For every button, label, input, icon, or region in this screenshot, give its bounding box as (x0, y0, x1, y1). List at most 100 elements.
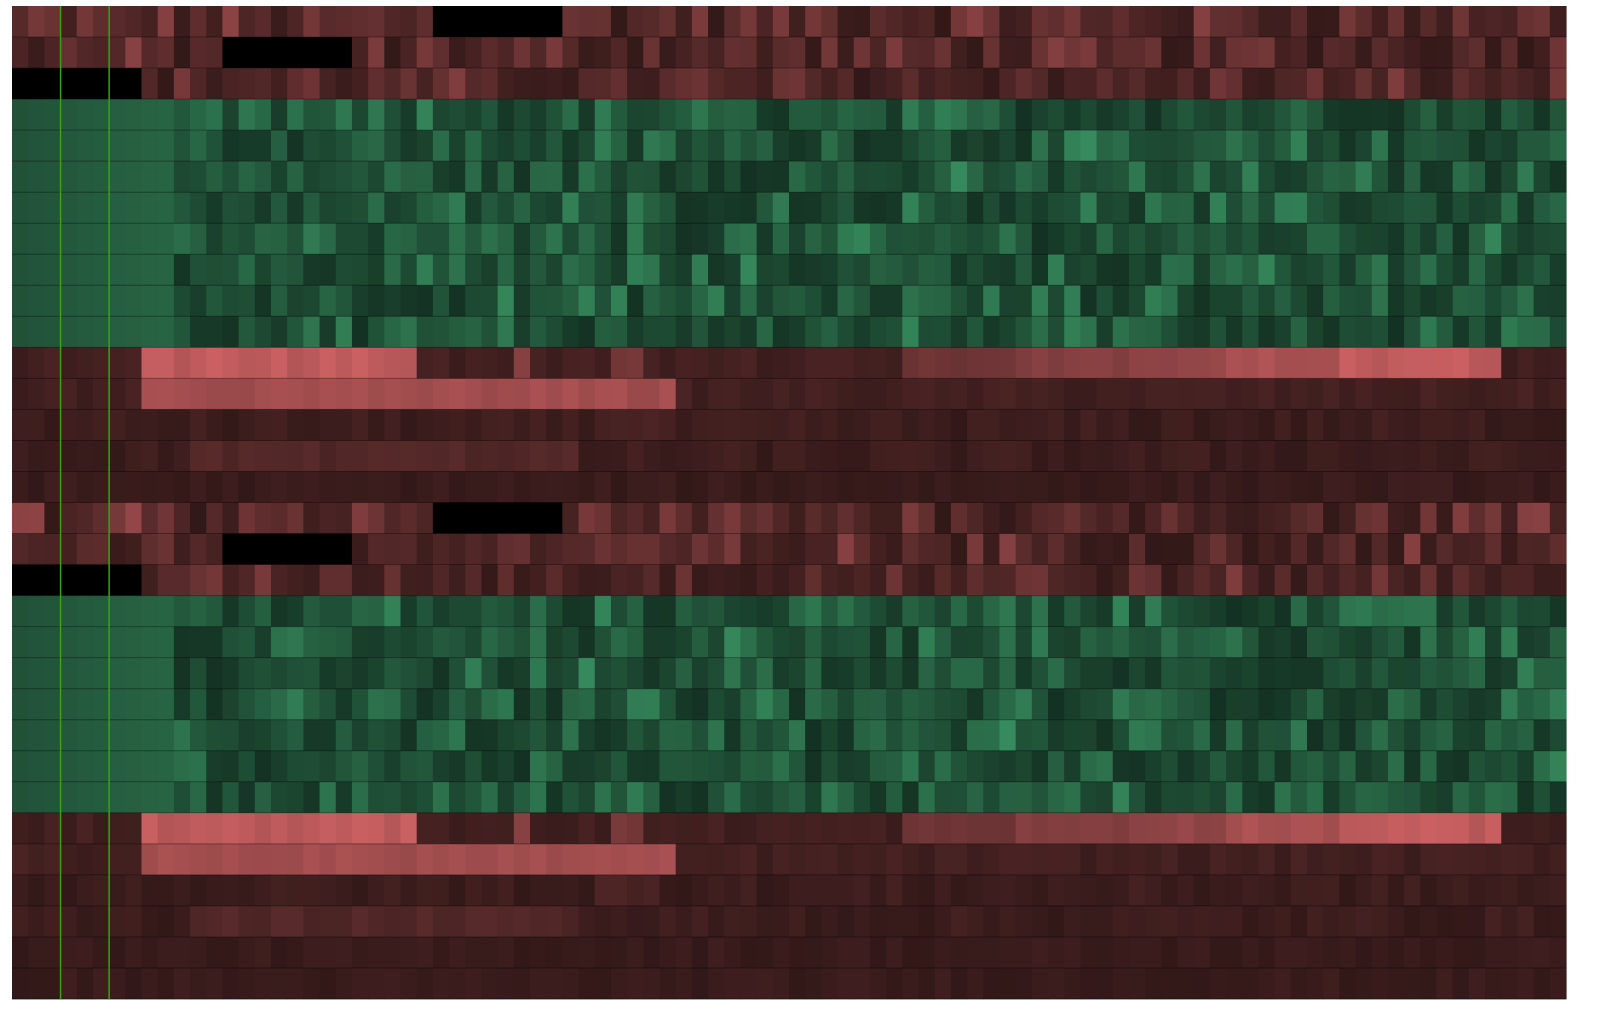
heatmap-cell (481, 781, 499, 814)
heatmap-cell (1031, 781, 1049, 814)
heatmap-cell (1242, 316, 1260, 348)
heatmap-cell (287, 99, 304, 131)
heatmap-cell (238, 378, 256, 410)
heatmap-cell (60, 68, 78, 100)
heatmap-cell (691, 378, 709, 410)
heatmap-cell (1501, 440, 1519, 472)
heatmap-cell (1161, 657, 1179, 689)
heatmap-cell (1226, 502, 1243, 534)
heatmap-cell (1517, 657, 1535, 689)
heatmap-cell (1274, 781, 1292, 814)
heatmap-cell (1387, 626, 1405, 658)
heatmap-cell (1307, 905, 1324, 938)
heatmap-cell (141, 409, 159, 441)
heatmap-cell (1274, 440, 1292, 472)
heatmap-cell (513, 533, 531, 565)
heatmap-cell (109, 192, 126, 224)
heatmap-cell (1452, 533, 1470, 565)
heatmap-cell (546, 440, 563, 472)
heatmap-cell (1226, 781, 1243, 814)
heatmap-cell (222, 843, 240, 876)
heatmap-cell (1096, 750, 1114, 783)
heatmap-cell (1371, 192, 1389, 224)
heatmap-cell (60, 564, 78, 596)
heatmap-cell (1226, 595, 1243, 627)
heatmap-cell (1274, 99, 1292, 131)
heatmap-cell (1549, 378, 1567, 410)
heatmap-cell (319, 533, 337, 565)
heatmap-cell (1226, 471, 1243, 503)
heatmap-cell (1323, 812, 1340, 845)
heatmap-cell (740, 347, 758, 379)
heatmap-cell (416, 502, 434, 534)
heatmap-cell (821, 99, 839, 131)
heatmap-cell (1485, 533, 1502, 565)
heatmap-cell (1339, 626, 1357, 658)
heatmap-cell (805, 316, 822, 348)
heatmap-cell (497, 719, 515, 752)
heatmap-cell (400, 967, 418, 1000)
heatmap-cell (562, 99, 580, 131)
heatmap-cell (44, 37, 62, 69)
heatmap-cell (303, 595, 321, 627)
heatmap-cell (76, 688, 94, 721)
heatmap-cell (1371, 688, 1389, 721)
heatmap-cell (659, 99, 677, 131)
heatmap-cell (1307, 223, 1324, 255)
heatmap-cell (497, 130, 515, 162)
heatmap-cell (999, 347, 1017, 379)
heatmap-cell (724, 68, 742, 100)
heatmap-cell (416, 781, 434, 814)
heatmap-cell (287, 502, 304, 534)
heatmap-cell (465, 440, 483, 472)
heatmap-cell (1242, 502, 1260, 534)
heatmap-cell (546, 130, 563, 162)
heatmap-cell (1420, 378, 1438, 410)
heatmap-cell (1015, 347, 1033, 379)
heatmap-cell (530, 874, 547, 907)
heatmap-cell (76, 750, 94, 783)
heatmap-cell (950, 440, 968, 472)
heatmap-cell (691, 533, 709, 565)
heatmap-cell (1436, 130, 1454, 162)
heatmap-cell (724, 6, 742, 38)
heatmap-cell (12, 905, 29, 938)
heatmap-cell (432, 192, 450, 224)
heatmap-cell (254, 440, 272, 472)
heatmap-cell (1371, 316, 1389, 348)
heatmap-cell (772, 812, 790, 845)
heatmap-cell (1323, 750, 1340, 783)
heatmap-cell (1436, 378, 1454, 410)
heatmap-cell (206, 595, 224, 627)
heatmap-cell (1355, 130, 1373, 162)
heatmap-cell (28, 192, 45, 224)
heatmap-cell (886, 6, 903, 38)
heatmap-cell (983, 719, 1001, 752)
heatmap-cell (157, 223, 175, 255)
heatmap-cell (1339, 905, 1357, 938)
heatmap-cell (416, 378, 434, 410)
heatmap-cell (610, 688, 628, 721)
heatmap-cell (643, 223, 661, 255)
heatmap-cell (12, 130, 29, 162)
heatmap-cell (659, 68, 677, 100)
heatmap-cell (513, 688, 531, 721)
heatmap-cell (789, 564, 806, 596)
heatmap-cell (449, 688, 466, 721)
heatmap-cell (1080, 626, 1098, 658)
heatmap-cell (1517, 471, 1535, 503)
heatmap-cell (1177, 626, 1195, 658)
heatmap-cell (1193, 502, 1211, 534)
heatmap-cell (530, 502, 547, 534)
heatmap-cell (190, 719, 207, 752)
heatmap-cell (1387, 936, 1405, 969)
heatmap-cell (627, 347, 644, 379)
heatmap-cell (513, 843, 531, 876)
heatmap-cell (1517, 967, 1535, 1000)
heatmap-cell (44, 223, 62, 255)
heatmap-cell (157, 936, 175, 969)
heatmap-cell (1339, 254, 1357, 286)
heatmap-cell (1485, 936, 1502, 969)
heatmap-cell (76, 254, 94, 286)
heatmap-cell (1048, 378, 1065, 410)
